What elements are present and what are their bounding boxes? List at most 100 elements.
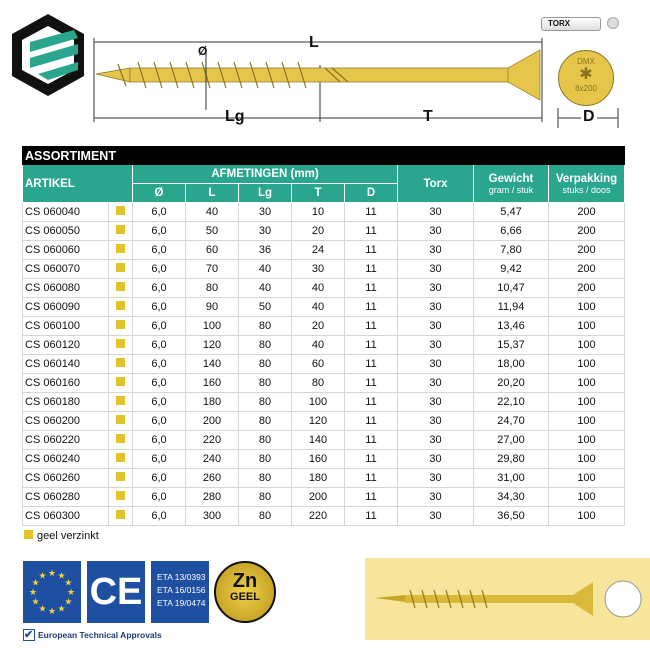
table-cell: 260: [185, 468, 239, 488]
star-icon: ★: [64, 578, 72, 588]
table-cell: 80: [238, 449, 292, 469]
table-cell: 100: [548, 335, 625, 355]
table-cell: 11: [344, 392, 398, 412]
checkbox-icon: ✔: [23, 629, 35, 641]
finish-swatch-cell: [108, 430, 133, 450]
table-row: CS 060260 6,0 260 80 180 11 30 31,00 100: [22, 468, 625, 488]
table-cell: 11: [344, 221, 398, 241]
table-cell: 9,42: [473, 259, 549, 279]
table-cell: 80: [185, 278, 239, 298]
header-gewicht: Gewicht gram / stuk: [473, 164, 549, 203]
finish-swatch-cell: [108, 468, 133, 488]
table-cell: 15,37: [473, 335, 549, 355]
table-cell: 300: [185, 506, 239, 526]
header-verpakking: Verpakking stuks / doos: [548, 164, 625, 203]
table-cell: 11: [344, 259, 398, 279]
table-row: CS 060300 6,0 300 80 220 11 30 36,50 100: [22, 506, 625, 526]
table-cell: 100: [291, 392, 345, 412]
table-cell: 120: [185, 335, 239, 355]
torx-bit-label: TORX: [548, 19, 571, 28]
legend-swatch: [24, 530, 33, 539]
star-icon: ★: [38, 603, 46, 613]
table-cell: 80: [238, 487, 292, 507]
shank-length-label: T: [423, 108, 433, 125]
finish-swatch: [116, 282, 125, 291]
legend: geel verzinkt: [24, 530, 99, 542]
finish-swatch-cell: [108, 411, 133, 431]
table-cell: 30: [238, 221, 292, 241]
table-cell: 30: [397, 430, 474, 450]
finish-swatch: [116, 453, 125, 462]
table-cell: 6,0: [132, 411, 186, 431]
table-cell: 30: [397, 221, 474, 241]
finish-swatch-cell: [108, 449, 133, 469]
table-cell: 6,0: [132, 221, 186, 241]
table-row: CS 060080 6,0 80 40 40 11 30 10,47 200: [22, 278, 625, 298]
table-cell: 30: [397, 487, 474, 507]
table-cell: 80: [238, 506, 292, 526]
approval-note: ✔ European Technical Approvals: [23, 629, 162, 641]
table-cell: 120: [291, 411, 345, 431]
article-code: CS 060040: [22, 202, 109, 222]
table-cell: 20: [291, 221, 345, 241]
table-cell: 160: [291, 449, 345, 469]
table-cell: 60: [291, 354, 345, 374]
finish-swatch-cell: [108, 373, 133, 393]
table-cell: 50: [185, 221, 239, 241]
table-cell: 24: [291, 240, 345, 260]
article-code: CS 060240: [22, 449, 109, 469]
table-cell: 11: [344, 202, 398, 222]
table-cell: 30: [397, 240, 474, 260]
finish-swatch: [116, 244, 125, 253]
table-cell: 6,0: [132, 468, 186, 488]
table-cell: 200: [291, 487, 345, 507]
finish-swatch: [116, 206, 125, 215]
table-row: CS 060180 6,0 180 80 100 11 30 22,10 100: [22, 392, 625, 412]
table-cell: 180: [291, 468, 345, 488]
table-cell: 200: [548, 221, 625, 241]
table-row: CS 060060 6,0 60 36 24 11 30 7,80 200: [22, 240, 625, 260]
star-icon: ★: [48, 568, 56, 578]
table-title: ASSORTIMENT: [22, 146, 625, 165]
table-cell: 80: [291, 373, 345, 393]
head-text-bottom: 8x200: [575, 84, 597, 93]
table-cell: 7,80: [473, 240, 549, 260]
article-code: CS 060300: [22, 506, 109, 526]
table-cell: 27,00: [473, 430, 549, 450]
star-icon: ★: [38, 571, 46, 581]
table-cell: 30: [397, 354, 474, 374]
length-label: L: [309, 34, 319, 51]
table-cell: 40: [238, 278, 292, 298]
table-row: CS 060280 6,0 280 80 200 11 30 34,30 100: [22, 487, 625, 507]
table-cell: 6,0: [132, 259, 186, 279]
article-code: CS 060140: [22, 354, 109, 374]
table-cell: 11: [344, 316, 398, 336]
finish-swatch-cell: [108, 202, 133, 222]
table-cell: 30: [397, 316, 474, 336]
finish-swatch: [116, 415, 125, 424]
zn-geel-badge: Zn GEEL: [214, 561, 276, 623]
header-afmetingen: AFMETINGEN (mm): [132, 164, 398, 184]
table-cell: 100: [185, 316, 239, 336]
star-icon: ★: [64, 597, 72, 607]
table-cell: 11: [344, 335, 398, 355]
table-cell: 11: [344, 297, 398, 317]
table-cell: 30: [238, 202, 292, 222]
table-cell: 90: [185, 297, 239, 317]
table-cell: 100: [548, 411, 625, 431]
eu-flag-icon: ★ ★ ★ ★ ★ ★ ★ ★ ★ ★ ★ ★: [23, 561, 81, 623]
table-cell: 30: [397, 411, 474, 431]
table-cell: 40: [291, 297, 345, 317]
finish-swatch-cell: [108, 278, 133, 298]
table-cell: 80: [238, 392, 292, 412]
table-cell: 40: [291, 278, 345, 298]
table-cell: 6,0: [132, 506, 186, 526]
finish-swatch-cell: [108, 506, 133, 526]
table-cell: 80: [238, 335, 292, 355]
table-row: CS 060070 6,0 70 40 30 11 30 9,42 200: [22, 259, 625, 279]
table-cell: 40: [291, 335, 345, 355]
table-cell: 280: [185, 487, 239, 507]
table-cell: 220: [185, 430, 239, 450]
table-cell: 11: [344, 506, 398, 526]
table-cell: 30: [397, 506, 474, 526]
